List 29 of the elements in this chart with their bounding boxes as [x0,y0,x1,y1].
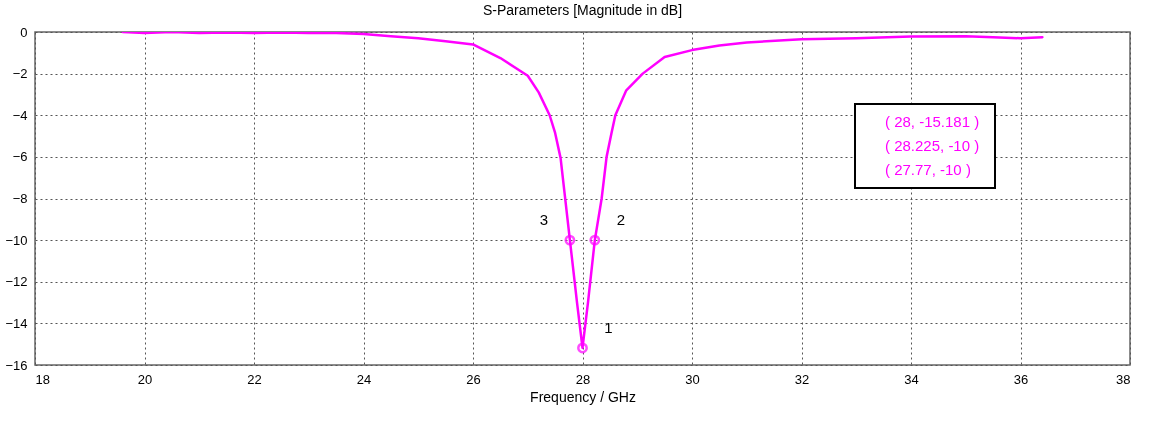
x-tick-label: 38 [1116,371,1131,387]
x-tick-label: 34 [904,371,919,387]
y-tick-label: 0 [20,24,28,40]
annotation: 3 [539,211,549,229]
y-tick-label: −10 [5,232,28,248]
x-tick-label: 30 [685,371,700,387]
x-tick-label: 32 [794,371,810,387]
y-tick-label: −4 [12,107,28,123]
x-tick-label: 28 [575,371,591,387]
y-tick-label: −2 [12,66,28,82]
y-tick-label: −14 [5,315,28,331]
annotation: 2 [616,211,625,229]
line-series [121,32,1044,350]
x-axis-title: Frequency / GHz [530,388,636,405]
x-tick-label: 22 [247,371,262,387]
y-tick-label: −12 [5,274,28,290]
annotation: ( 27.77, -10 ) [885,161,971,178]
x-tick-label: 20 [137,371,153,387]
x-tick-label: 24 [356,371,372,387]
annotation: ( 28, -15.181 ) [885,113,980,130]
x-tick-label: 36 [1013,371,1029,387]
x-tick-label: 18 [35,371,50,387]
chart-title: S-Parameters [Magnitude in dB] [482,2,683,18]
y-tick-label: −16 [5,357,28,373]
y-tick-label: −8 [12,191,28,206]
annotation: 1 [604,318,613,336]
annotation: ( 28.225, -10 ) [885,137,980,154]
y-tick-label: −6 [12,149,28,165]
x-tick-label: 26 [466,371,481,387]
